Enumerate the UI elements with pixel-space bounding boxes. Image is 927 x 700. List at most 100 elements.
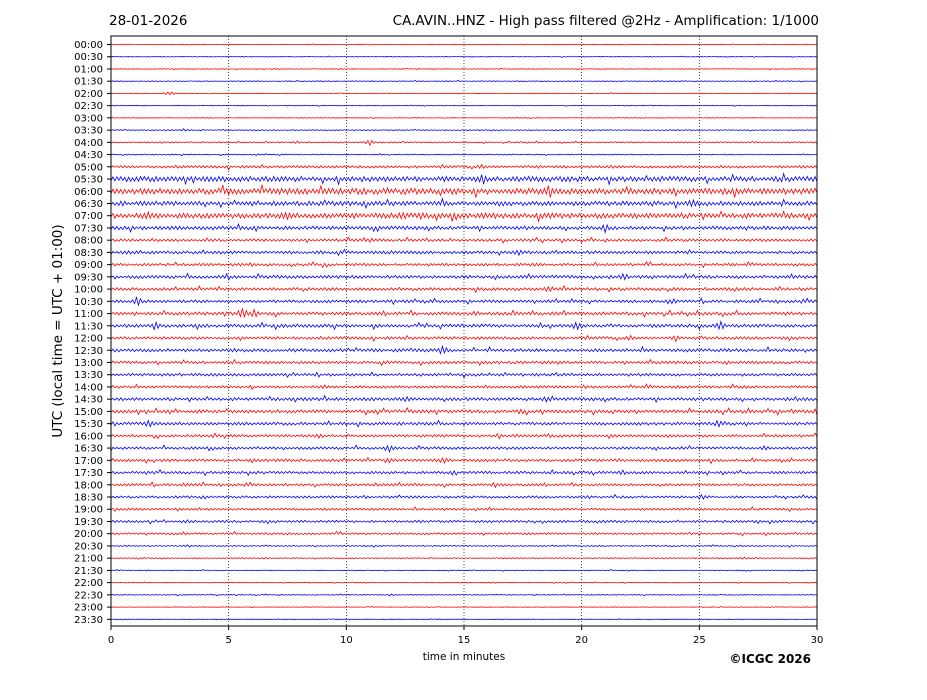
trace-row-45: [110, 593, 818, 597]
y-tick-label-22: 11:00: [74, 309, 103, 320]
x-axis-label: time in minutes: [423, 651, 505, 663]
trace-row-47: [110, 618, 818, 621]
y-tick-label-45: 22:30: [74, 590, 103, 601]
y-tick-label-30: 15:00: [74, 407, 103, 418]
y-tick-label-15: 07:30: [74, 223, 103, 234]
y-tick-label-8: 04:00: [74, 138, 103, 149]
x-axis-ticks: 0 5 10 15 20 25 30: [108, 626, 823, 646]
trace-row-37: [110, 493, 818, 500]
x-tick-label-0: 0: [108, 635, 114, 646]
y-tick-label-3: 01:30: [74, 77, 103, 88]
y-tick-label-25: 12:30: [74, 346, 103, 357]
trace-layer: [110, 43, 818, 621]
trace-row-29: [110, 394, 818, 404]
y-tick-label-1: 00:30: [74, 52, 103, 63]
trace-row-42: [110, 556, 818, 560]
y-tick-label-42: 21:00: [74, 554, 103, 565]
y-tick-label-40: 20:00: [74, 529, 103, 540]
x-tick-label-15: 15: [458, 635, 471, 646]
trace-row-13: [110, 197, 818, 210]
y-tick-label-28: 14:00: [74, 382, 103, 393]
y-tick-label-6: 03:00: [74, 113, 103, 124]
y-tick-label-44: 22:00: [74, 578, 103, 589]
y-tick-label-13: 06:30: [74, 199, 103, 210]
y-tick-label-34: 17:00: [74, 456, 103, 467]
y-tick-label-47: 23:30: [74, 615, 103, 626]
y-tick-label-10: 05:00: [74, 162, 103, 173]
y-tick-label-32: 16:00: [74, 431, 103, 442]
trace-row-44: [110, 581, 818, 584]
vertical-grid: [228, 36, 700, 626]
trace-row-33: [110, 444, 818, 454]
trace-row-25: [110, 344, 818, 355]
trace-row-14: [110, 210, 818, 223]
y-tick-label-27: 13:30: [74, 370, 103, 381]
y-tick-label-35: 17:30: [74, 468, 103, 479]
x-tick-label-5: 5: [225, 635, 231, 646]
y-tick-label-37: 18:30: [74, 493, 103, 504]
trace-row-26: [110, 358, 818, 367]
y-tick-label-24: 12:00: [74, 334, 103, 345]
trace-row-32: [110, 432, 818, 440]
trace-row-11: [110, 172, 818, 186]
y-tick-label-17: 08:30: [74, 248, 103, 259]
trace-row-3: [110, 79, 818, 83]
trace-row-34: [110, 456, 818, 465]
trace-row-1: [110, 55, 818, 58]
y-tick-label-41: 20:30: [74, 541, 103, 552]
chart-title: CA.AVIN..HNZ - High pass filtered @2Hz -…: [393, 13, 819, 29]
y-tick-label-23: 11:30: [74, 321, 103, 332]
y-tick-label-21: 10:30: [74, 297, 103, 308]
date-label: 28-01-2026: [109, 13, 187, 29]
trace-row-24: [110, 334, 818, 343]
y-tick-label-7: 03:30: [74, 126, 103, 137]
y-tick-label-31: 15:30: [74, 419, 103, 430]
y-tick-label-2: 01:00: [74, 64, 103, 75]
y-tick-label-18: 09:00: [74, 260, 103, 271]
trace-row-36: [110, 481, 818, 489]
y-tick-label-29: 14:30: [74, 395, 103, 406]
trace-row-9: [110, 153, 818, 157]
y-axis-label: UTC (local time = UTC + 01:00): [50, 224, 66, 437]
y-tick-label-11: 05:30: [74, 175, 103, 186]
x-tick-label-10: 10: [340, 635, 353, 646]
trace-row-15: [110, 222, 818, 234]
trace-row-5: [110, 104, 818, 107]
x-tick-label-20: 20: [575, 635, 588, 646]
trace-row-7: [110, 128, 818, 132]
trace-row-31: [110, 419, 818, 428]
trace-row-4: [110, 91, 818, 96]
trace-row-41: [110, 544, 818, 548]
trace-row-46: [110, 605, 818, 609]
trace-row-19: [110, 272, 818, 281]
y-tick-label-9: 04:30: [74, 150, 103, 161]
trace-row-22: [110, 308, 818, 319]
trace-row-35: [110, 468, 818, 477]
trace-row-38: [110, 506, 818, 513]
y-tick-label-12: 06:00: [74, 187, 103, 198]
trace-row-17: [110, 248, 818, 257]
y-tick-label-0: 00:00: [74, 40, 103, 51]
x-tick-label-25: 25: [693, 635, 706, 646]
trace-row-23: [110, 319, 818, 331]
trace-row-0: [110, 43, 818, 46]
trace-row-2: [110, 67, 818, 71]
trace-row-8: [110, 139, 818, 147]
y-tick-label-36: 18:00: [74, 480, 103, 491]
trace-row-28: [110, 383, 818, 390]
trace-row-12: [110, 183, 818, 198]
trace-row-6: [110, 116, 818, 119]
trace-row-20: [110, 284, 818, 294]
trace-row-21: [110, 296, 818, 307]
y-tick-label-26: 13:00: [74, 358, 103, 369]
trace-row-27: [110, 371, 818, 379]
trace-row-40: [110, 530, 818, 537]
plot-frame: [110, 35, 818, 627]
y-tick-label-5: 02:30: [74, 101, 103, 112]
y-tick-label-43: 21:30: [74, 566, 103, 577]
trace-row-30: [110, 406, 818, 416]
y-tick-label-39: 19:30: [74, 517, 103, 528]
y-tick-label-20: 10:00: [74, 285, 103, 296]
y-tick-label-38: 19:00: [74, 505, 103, 516]
